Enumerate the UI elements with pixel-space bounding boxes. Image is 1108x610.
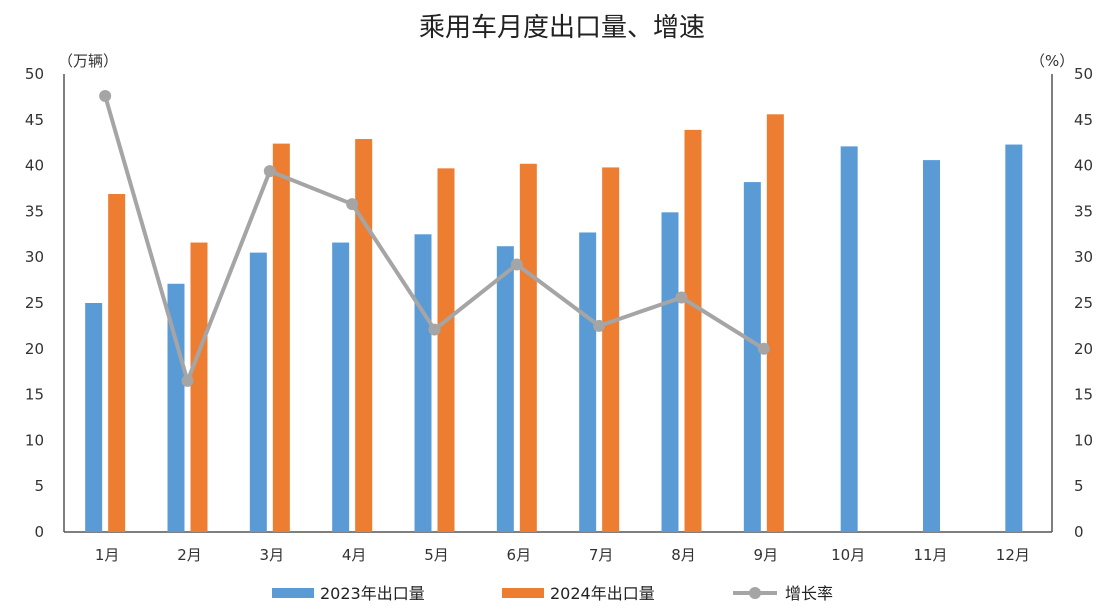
x-tick-label: 6月: [507, 546, 532, 564]
y-right-tick-labels: 0 5 10 15 20 25 30 35 40 45 50: [1074, 65, 1093, 541]
growth-point-1月: [99, 89, 112, 102]
x-tick-label: 4月: [342, 546, 367, 564]
x-tick-labels: 1月 2月 3月 4月 5月 6月 7月 8月 9月 10月 11月 12月: [95, 546, 1030, 564]
bar-2024年出口量-8月: [684, 129, 702, 532]
y-left-tick-label: 10: [25, 431, 44, 449]
y-left-tick-label: 5: [34, 477, 44, 495]
y-left-unit: （万辆）: [58, 52, 118, 70]
y-right-tick-label: 20: [1074, 340, 1093, 358]
y-right-tick-label: 40: [1074, 157, 1093, 175]
bars: [85, 114, 1023, 533]
bar-2023年出口量-8月: [661, 212, 679, 533]
bar-2024年出口量-1月: [108, 193, 126, 532]
chart-title: 乘用车月度出口量、增速: [419, 13, 705, 43]
y-left-tick-label: 35: [25, 202, 44, 220]
growth-point-8月: [675, 291, 688, 304]
legend-label-2023: 2023年出口量: [320, 584, 425, 603]
growth-point-6月: [510, 258, 523, 271]
legend: 2023年出口量 2024年出口量 增长率: [272, 584, 833, 603]
legend-label-growth: 增长率: [785, 584, 833, 603]
y-right-tick-label: 30: [1074, 248, 1093, 266]
legend-label-2024: 2024年出口量: [550, 584, 655, 603]
growth-point-9月: [757, 342, 770, 355]
x-tick-label: 11月: [913, 546, 947, 564]
bar-2023年出口量-9月: [743, 182, 761, 532]
bar-2024年出口量-2月: [190, 242, 208, 532]
x-tick-label: 8月: [671, 546, 696, 564]
x-tick-label: 3月: [260, 546, 285, 564]
y-left-tick-labels: 0 5 10 15 20 25 30 35 40 45 50: [25, 65, 44, 541]
x-tick-label: 10月: [831, 546, 865, 564]
y-left-tick-label: 0: [34, 523, 44, 541]
y-left-tick-label: 40: [25, 157, 44, 175]
bar-2023年出口量-12月: [1005, 144, 1023, 533]
bar-2024年出口量-4月: [355, 139, 373, 532]
bar-2023年出口量-7月: [579, 232, 597, 532]
legend-marker-growth: [749, 587, 761, 599]
bar-2023年出口量-4月: [332, 242, 350, 532]
growth-point-5月: [428, 323, 441, 336]
y-right-tick-label: 50: [1074, 65, 1093, 83]
bar-2023年出口量-10月: [840, 146, 858, 532]
y-right-tick-label: 10: [1074, 431, 1093, 449]
y-left-tick-label: 20: [25, 340, 44, 358]
growth-line: [99, 89, 770, 387]
growth-point-2月: [181, 374, 194, 387]
y-right-tick-label: 5: [1074, 477, 1084, 495]
x-tick-label: 7月: [589, 546, 614, 564]
bar-2023年出口量-1月: [85, 303, 103, 532]
legend-swatch-2024: [502, 588, 544, 598]
y-right-tick-label: 45: [1074, 111, 1093, 129]
bar-2024年出口量-9月: [766, 114, 784, 532]
y-left-tick-label: 30: [25, 248, 44, 266]
x-tick-label: 2月: [177, 546, 202, 564]
y-right-tick-label: 15: [1074, 386, 1093, 404]
growth-point-4月: [346, 198, 359, 211]
legend-swatch-2023: [272, 588, 314, 598]
y-right-unit: （%）: [1030, 52, 1074, 70]
bar-2023年出口量-6月: [496, 246, 514, 532]
bar-2024年出口量-7月: [602, 167, 620, 532]
bar-2024年出口量-5月: [437, 168, 455, 532]
x-tick-label: 12月: [996, 546, 1030, 564]
bar-2024年出口量-6月: [519, 163, 537, 532]
x-tick-label: 1月: [95, 546, 120, 564]
x-tick-label: 9月: [754, 546, 779, 564]
bar-2023年出口量-3月: [249, 252, 267, 532]
y-left-tick-label: 25: [25, 294, 44, 312]
y-left-tick-label: 50: [25, 65, 44, 83]
x-tick-label: 5月: [424, 546, 449, 564]
bar-2023年出口量-5月: [414, 234, 432, 533]
y-right-tick-label: 35: [1074, 202, 1093, 220]
bar-2023年出口量-2月: [167, 283, 185, 532]
bar-2023年出口量-11月: [923, 160, 940, 532]
y-right-tick-label: 0: [1074, 523, 1084, 541]
bar-2024年出口量-3月: [272, 143, 290, 532]
y-left-tick-label: 15: [25, 386, 44, 404]
growth-point-3月: [263, 165, 276, 178]
y-left-tick-label: 45: [25, 111, 44, 129]
growth-point-7月: [593, 319, 606, 332]
y-right-tick-label: 25: [1074, 294, 1093, 312]
